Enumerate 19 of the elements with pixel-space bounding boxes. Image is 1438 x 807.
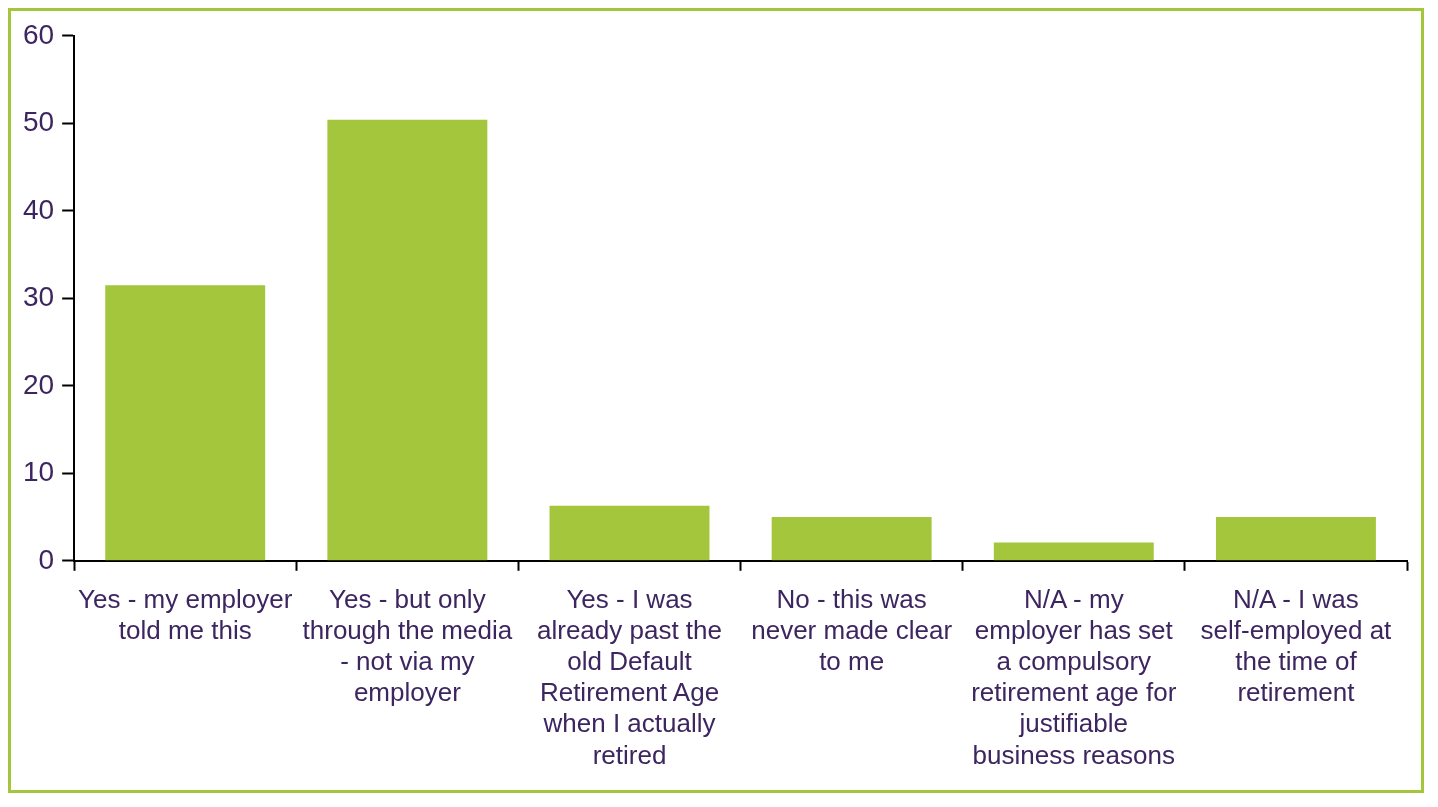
- x-tick-label: Yes - but only through the media - not via my employer: [302, 583, 513, 708]
- y-tick-label: 10: [22, 456, 55, 488]
- y-tick-label: 50: [22, 106, 55, 138]
- y-tick-label: 0: [38, 543, 55, 575]
- x-tick-label: No - this was never made clear to me: [751, 583, 953, 676]
- y-tick-label: 60: [22, 18, 55, 50]
- x-tick-label: N/A - I was self-employed at the time of retirement: [1200, 583, 1393, 708]
- y-tick-label: 40: [22, 193, 55, 225]
- y-tick-label: 20: [22, 368, 55, 400]
- bar: [327, 119, 488, 561]
- x-tick-label: Yes - my employer told me this: [78, 583, 293, 645]
- bar: [993, 542, 1154, 561]
- y-tick-label: 30: [22, 281, 55, 313]
- bar: [1215, 517, 1376, 561]
- bar: [771, 517, 932, 561]
- x-tick-label: Yes - I was already past the old Default Retirement Age when I actually retired: [536, 583, 723, 770]
- bar: [549, 505, 710, 561]
- x-tick-label: N/A - my employer has set a compulsory retirement age for justifiable business reasons: [971, 583, 1177, 770]
- bar: [105, 285, 266, 561]
